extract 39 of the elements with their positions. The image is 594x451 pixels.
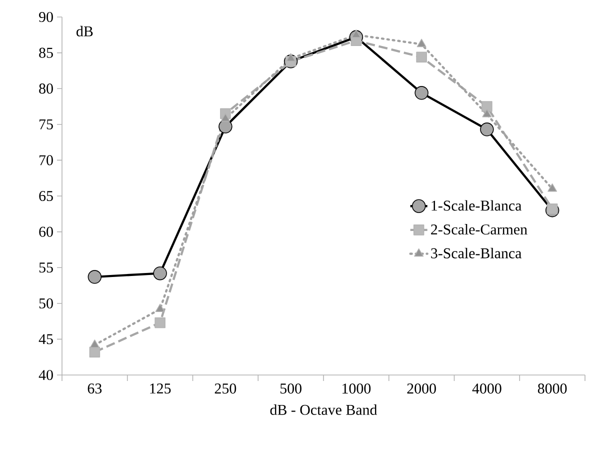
y-tick-label: 75 — [40, 119, 53, 130]
x-tick-label: 2000 — [407, 384, 436, 394]
point — [480, 122, 494, 136]
y-tick-label: 80 — [39, 84, 53, 94]
legend-label: 2-Scale-Carmen — [431, 224, 528, 235]
x-tick-label: 8000 — [538, 384, 567, 394]
x-tick-label: 500 — [280, 384, 302, 394]
y-tick-label: 50 — [39, 298, 53, 308]
point — [90, 340, 100, 348]
point — [482, 108, 492, 118]
point — [154, 317, 166, 328]
point — [548, 183, 558, 192]
y-axis-title: dB — [76, 26, 93, 36]
point — [153, 266, 167, 280]
point — [155, 304, 165, 312]
point — [482, 101, 492, 112]
x-tick-label: 125 — [150, 384, 171, 394]
point — [414, 86, 428, 100]
y-tick-label: 65 — [39, 190, 53, 202]
y-tick-label: 85 — [39, 48, 53, 58]
point — [416, 38, 426, 48]
x-tick-label: 250 — [214, 384, 236, 394]
y-tick-label: 55 — [39, 262, 53, 273]
legend-label: 1-Scale-Blanca — [432, 200, 522, 211]
y-tick-label: 45 — [38, 334, 53, 344]
y-tick-label: 70 — [40, 155, 53, 166]
x-tick-label: 4000 — [472, 384, 502, 394]
point — [220, 113, 230, 122]
x-tick-label: 1000 — [342, 384, 371, 394]
point — [546, 204, 558, 214]
y-tick-label: 40 — [38, 370, 53, 380]
point — [218, 120, 232, 134]
y-tick-label: 90 — [39, 12, 53, 22]
legend-label: 3-Scale-Blanca — [431, 248, 522, 258]
point — [88, 270, 102, 284]
x-tick-label: 63 — [88, 384, 102, 394]
y-tick-label: 60 — [39, 226, 53, 237]
point — [416, 52, 427, 62]
x-axis-title: dB - Octave Band — [270, 404, 378, 415]
